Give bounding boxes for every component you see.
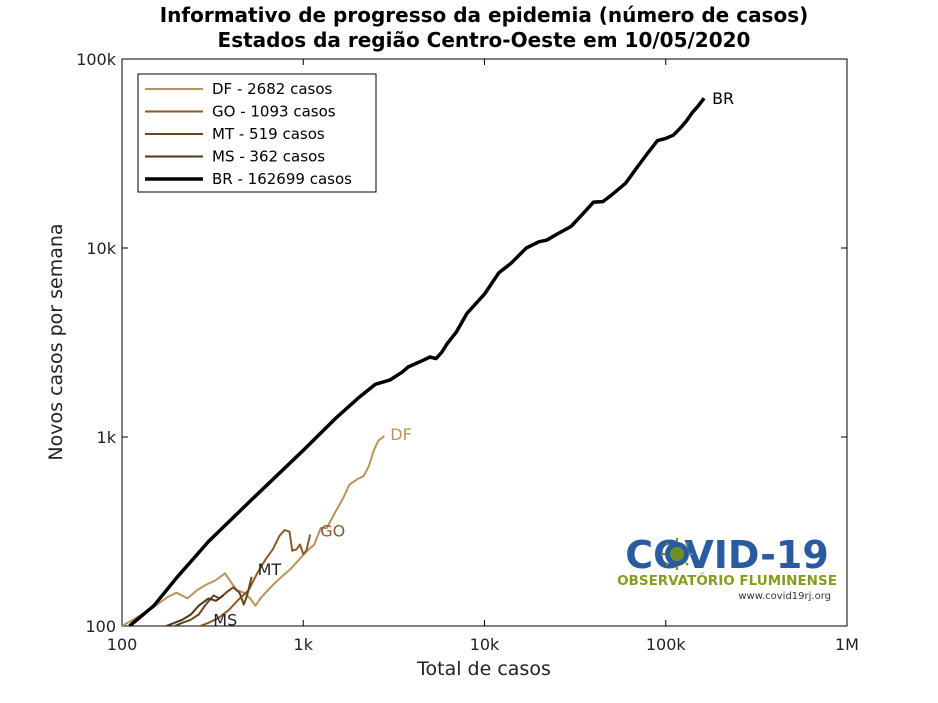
- series-end-labels: DF GO MT MS BR: [213, 89, 734, 629]
- logo-title: COVID-19: [625, 533, 829, 577]
- y-axis-label: Novos casos por semana: [45, 223, 67, 460]
- series-line-go: [199, 529, 312, 626]
- legend-entry: DF - 2682 casos: [212, 80, 333, 98]
- x-tick-label: 1M: [835, 635, 859, 654]
- x-axis-label: Total de casos: [416, 658, 551, 680]
- y-tick-label: 100: [85, 617, 116, 636]
- series-layer: [122, 97, 706, 626]
- x-tick-label: 100k: [646, 635, 687, 654]
- legend: DF - 2682 casos GO - 1093 casos MT - 519 c…: [137, 73, 377, 193]
- series-line-df: [122, 435, 385, 626]
- legend-entry: MT - 519 casos: [212, 125, 325, 143]
- x-tick-label: 10k: [470, 635, 500, 654]
- x-tick-label: 1k: [294, 635, 314, 654]
- legend-entry: BR - 162699 casos: [212, 170, 352, 188]
- logo-subtitle: OBSERVATÓRIO FLUMINENSE: [617, 571, 837, 589]
- series-end-label-go: GO: [320, 521, 345, 540]
- virus-icon: [661, 538, 693, 570]
- series-end-label-df: DF: [390, 425, 412, 444]
- series-line-br: [128, 97, 706, 626]
- legend-entry: GO - 1093 casos: [212, 103, 336, 121]
- x-axis: 100 1k 10k 100k 1M: [107, 59, 859, 654]
- chart-title: Informativo de progresso da epidemia (nú…: [160, 3, 809, 27]
- legend-entry: MS - 362 casos: [212, 148, 325, 166]
- series-line-ms: [165, 594, 224, 626]
- y-tick-label: 10k: [86, 239, 116, 258]
- series-end-label-mt: MT: [258, 560, 282, 579]
- y-tick-label: 100k: [76, 50, 117, 69]
- logo-url: www.covid19rj.org: [738, 591, 831, 602]
- series-end-label-br: BR: [712, 89, 734, 108]
- x-tick-label: 100: [107, 635, 138, 654]
- chart-subtitle: Estados da região Centro-Oeste em 10/05/…: [218, 28, 751, 52]
- series-end-label-ms: MS: [213, 611, 237, 630]
- y-tick-label: 1k: [97, 428, 117, 447]
- covid19-logo: COVID-19 OBSERVATÓRIO FLUMINENSE www.cov…: [617, 533, 837, 602]
